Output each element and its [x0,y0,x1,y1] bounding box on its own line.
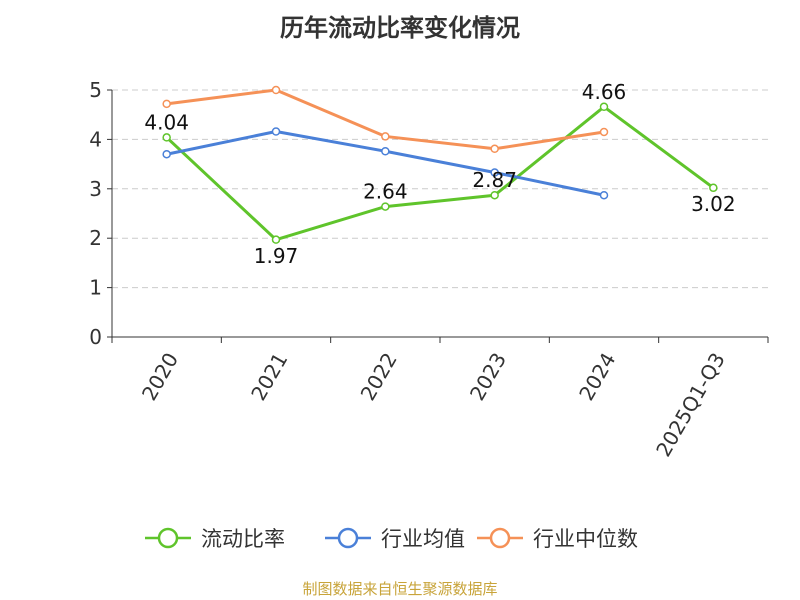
x-tick-label: 2022 [356,349,402,405]
data-point [381,132,390,141]
data-point [162,133,171,142]
data-point [381,202,390,211]
source-note: 制图数据来自恒生聚源数据库 [302,580,498,598]
legend[interactable]: 流动比率 行业均值 行业中位数 [145,527,638,551]
legend-label: 行业均值 [381,527,465,551]
legend-swatch-marker [337,527,359,549]
y-tick-label: 2 [89,226,102,250]
grid-lines [112,89,768,289]
data-point [271,127,281,136]
series-line [165,105,715,242]
y-tick-label: 5 [89,78,102,102]
legend-label: 行业中位数 [533,527,638,551]
data-point [271,85,281,95]
y-tick-label: 4 [89,127,102,151]
x-tick-label: 2020 [137,349,183,405]
y-tick-label: 1 [89,276,102,300]
x-tick-label: 2024 [574,349,620,405]
data-point [162,149,171,159]
data-label: 1.97 [254,244,299,268]
data-point [381,147,390,156]
data-label: 2.64 [363,180,408,204]
data-point [490,190,499,200]
data-point [162,99,171,109]
data-label: 4.04 [144,110,189,134]
legend-label: 流动比率 [201,527,285,551]
legend-item[interactable]: 流动比率 [145,527,285,551]
data-point [599,127,609,137]
data-labels: 4.04 1.97 2.64 2.87 4.66 3.02 [144,80,735,268]
axes: 0 1 2 3 4 5 2020 2021 2022 2023 2024 2025Q1-Q3 [89,78,769,461]
data-point [599,190,609,200]
x-tick-label: 2021 [246,349,292,405]
series-group [162,85,718,244]
data-point [599,102,609,112]
chart-title: 历年流动比率变化情况 [280,14,520,42]
legend-item[interactable]: 行业中位数 [477,527,638,551]
data-point [490,144,499,154]
y-tick-label: 0 [89,325,102,349]
data-point [271,235,281,244]
x-tick-label: 2025Q1-Q3 [651,349,730,461]
legend-item[interactable]: 行业均值 [325,527,465,551]
y-tick-label: 3 [89,177,102,201]
legend-swatch-marker [157,527,179,549]
data-point [709,183,718,193]
legend-swatch-marker [489,527,511,549]
data-label: 4.66 [582,80,627,104]
data-label: 2.87 [472,168,517,192]
data-label: 3.02 [691,192,736,216]
data-point [490,168,499,177]
x-tick-label: 2023 [465,348,511,404]
